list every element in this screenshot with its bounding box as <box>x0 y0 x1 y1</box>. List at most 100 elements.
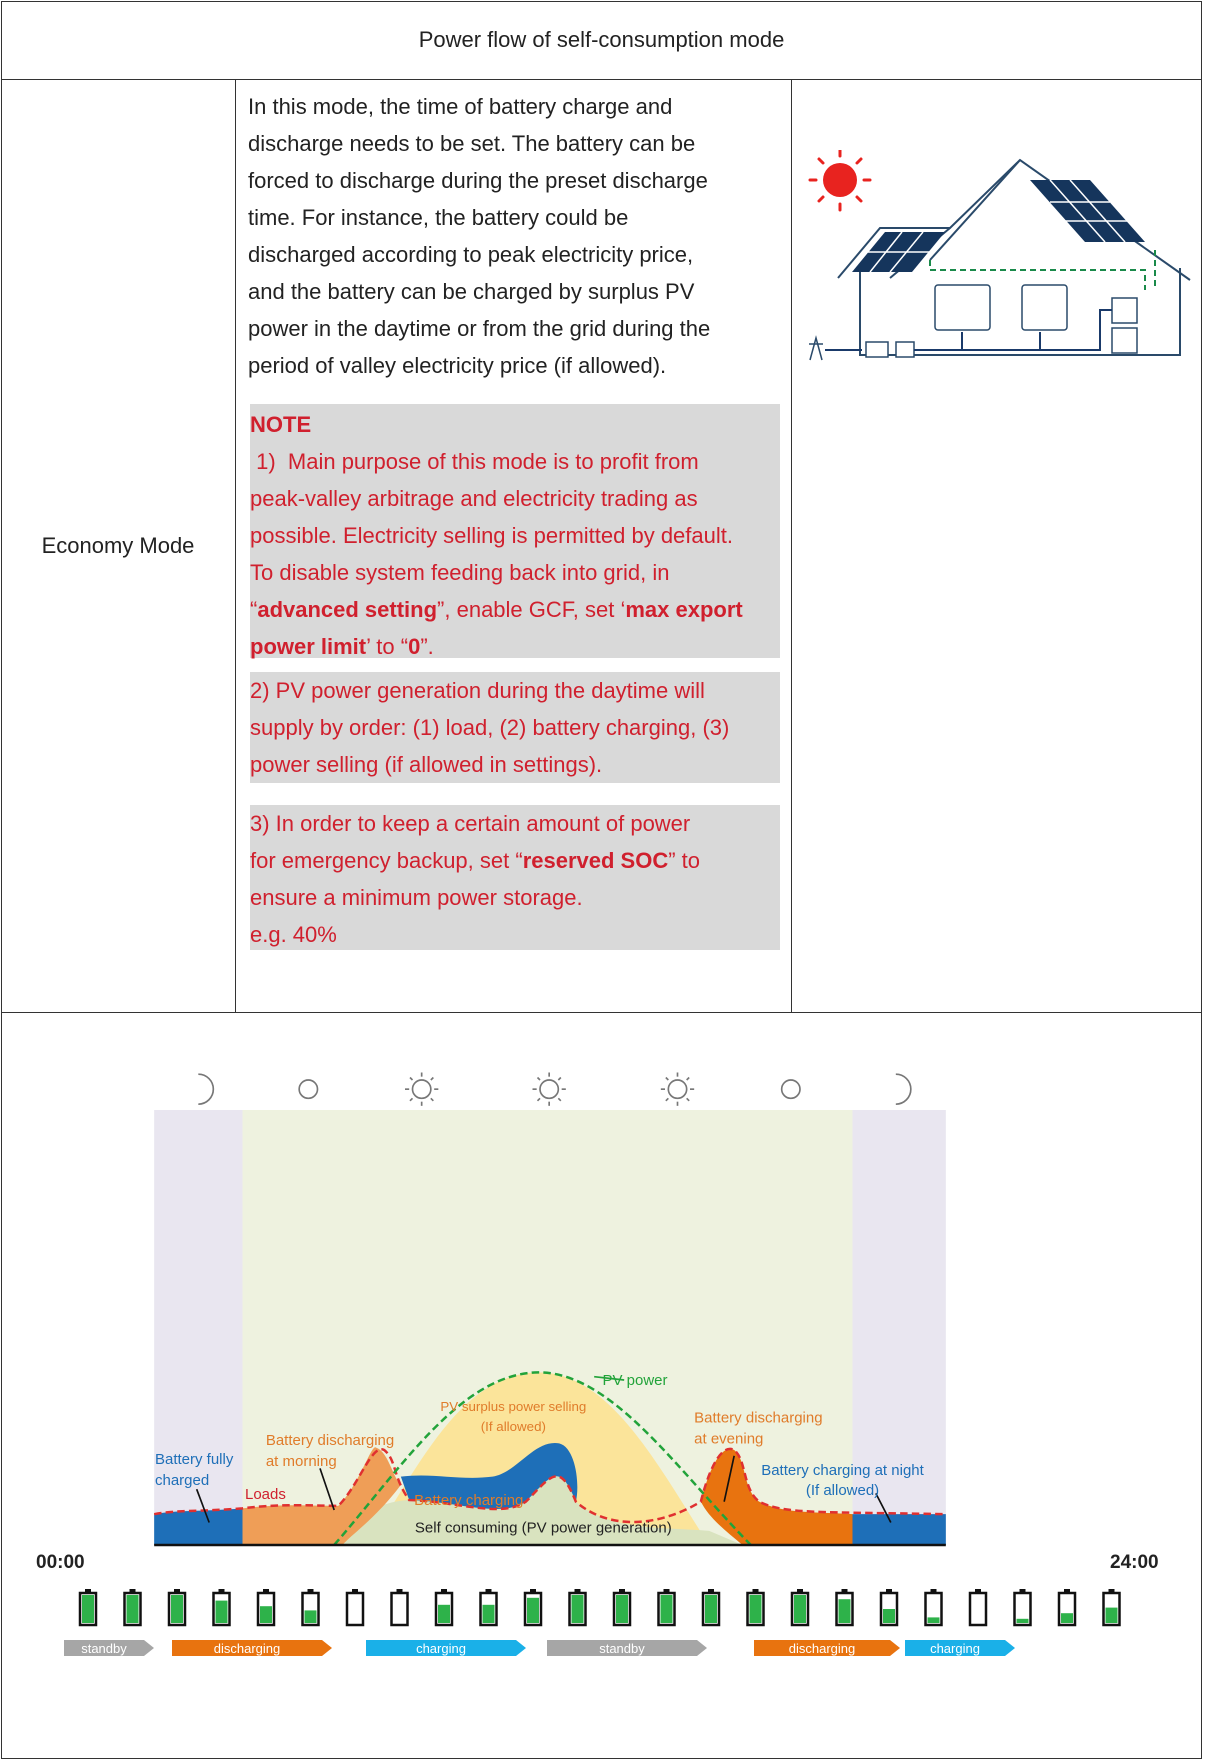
note-item-2: 2) PV power generation during the daytim… <box>250 672 780 783</box>
note-line: peak-valley arbitrage and electricity tr… <box>250 486 698 511</box>
battery-level-icon <box>345 1589 365 1627</box>
sun-icon <box>660 1072 695 1106</box>
battery-level-icon <box>746 1589 765 1627</box>
status-band-label: discharging <box>789 1641 856 1656</box>
battery-status-strip: standby discharging charging standby dischar… <box>64 1589 1121 1656</box>
status-band-label: standby <box>599 1641 645 1656</box>
load-panel <box>934 284 991 331</box>
pointer-line <box>195 1488 210 1523</box>
setting-name: advanced setting <box>257 597 438 622</box>
self-consuming-label: Self consuming (PV power generation) <box>415 1520 672 1537</box>
battery-level-icon <box>479 1589 498 1627</box>
setting-value: 0 <box>408 634 421 659</box>
mode-label: Economy Mode <box>41 532 195 558</box>
battery-level-icon <box>256 1589 276 1627</box>
batt-dis-evening-label: Battery discharging <box>694 1410 822 1427</box>
battery-level-icon <box>78 1589 98 1627</box>
time-end-label: 24:00 <box>1110 1552 1159 1573</box>
battery-level-icon <box>612 1589 632 1627</box>
pointer-line <box>319 1468 335 1511</box>
pointer-line <box>875 1492 892 1523</box>
moon-icon <box>198 1073 215 1105</box>
note-heading: NOTE <box>250 412 312 437</box>
battery-night-charge-area <box>852 1514 946 1545</box>
grid-tower-icon <box>809 335 823 361</box>
note-line: 1) Main purpose of this mode is to profi… <box>250 449 699 474</box>
desc-line: discharge needs to be set. The battery c… <box>248 131 696 156</box>
status-band-label: standby <box>81 1641 127 1656</box>
note-line: 2) PV power generation during the daytim… <box>250 678 705 703</box>
note-line: ensure a minimum power storage. <box>250 885 583 910</box>
status-band-charging: charging <box>905 1640 1015 1656</box>
battery-level-icon <box>123 1589 142 1627</box>
row-divider <box>1 1012 1202 1013</box>
note-text: ’ to “ <box>366 634 409 659</box>
battery-level-icon <box>212 1589 231 1627</box>
note-line: 3) In order to keep a certain amount of … <box>250 811 691 836</box>
pointer-line <box>723 1455 735 1502</box>
batt-dis-morning-label: Battery discharging <box>266 1432 394 1449</box>
setting-name: reserved SOC <box>522 848 669 873</box>
solar-panel-icon <box>852 231 945 273</box>
cloud-icon <box>298 1079 319 1100</box>
batt-night-label: Battery charging at night <box>761 1462 924 1479</box>
night-background <box>852 1110 946 1545</box>
house-diagram <box>808 150 1191 361</box>
pv-surplus-note: (If allowed) <box>481 1419 546 1434</box>
note-line: possible. Electricity selling is permitt… <box>250 523 733 548</box>
sun-icon <box>532 1072 566 1106</box>
loads-line <box>153 1447 946 1524</box>
status-band-label: charging <box>930 1641 980 1656</box>
sun-icon <box>405 1072 439 1106</box>
quote-mark: “ <box>250 597 258 622</box>
table-title: Power flow of self-consumption mode <box>418 27 785 52</box>
status-band-discharging: discharging <box>754 1640 900 1656</box>
battery-level-icon <box>968 1589 988 1627</box>
grid-flow-line <box>825 309 1112 351</box>
setting-name: power limit <box>250 634 367 659</box>
batt-full-label: charged <box>155 1472 209 1489</box>
status-band-standby: standby <box>64 1640 154 1656</box>
pv-flow-line <box>929 250 1156 290</box>
batt-dis-evening-label: at evening <box>694 1430 763 1447</box>
note-item-1: NOTE 1) Main purpose of this mode is to … <box>250 404 780 659</box>
note-text: ” to <box>668 848 701 873</box>
note-text: ”, enable GCF, set ‘ <box>437 597 626 622</box>
note-line: power selling (if allowed in settings). <box>250 752 603 777</box>
battery-icon <box>1111 327 1138 354</box>
battery-level-icon <box>1102 1589 1121 1627</box>
desc-line: In this mode, the time of battery charge… <box>248 94 673 119</box>
battery-level-icon <box>1013 1589 1032 1627</box>
self-consuming-area <box>334 1476 743 1545</box>
desc-line: period of valley electricity price (if a… <box>248 353 667 378</box>
note-line: e.g. 40% <box>250 922 337 947</box>
note-line: “advanced setting”, enable GCF, set ‘max… <box>250 591 780 628</box>
sun-icon <box>808 150 872 212</box>
desc-line: forced to discharge during the preset di… <box>248 168 708 193</box>
load-panel <box>1021 284 1068 331</box>
meter-icon <box>895 341 915 358</box>
solar-panel-icon <box>1030 179 1145 243</box>
note-line: To disable system feeding back into grid… <box>250 560 670 585</box>
battery-level-icon <box>568 1589 587 1627</box>
status-band-discharging: discharging <box>172 1640 332 1656</box>
battery-level-icon <box>924 1589 943 1627</box>
battery-level-icon <box>879 1589 899 1627</box>
batt-charging-label: Battery charging <box>414 1492 523 1509</box>
setting-name: max export <box>625 597 743 622</box>
meter-icon <box>865 341 889 358</box>
battery-level-icon <box>301 1589 320 1627</box>
pv-surplus-label: PV surplus power selling <box>440 1399 586 1414</box>
note-text: for emergency backup, set “ <box>250 848 523 873</box>
mode-description: In this mode, the time of battery charge… <box>248 88 778 384</box>
battery-level-icon <box>523 1589 543 1627</box>
cloud-icon <box>780 1079 801 1100</box>
note-line: power limit’ to “0”. <box>250 628 780 665</box>
desc-line: time. For instance, the battery could be <box>248 205 629 230</box>
battery-level-icon <box>390 1589 409 1627</box>
batt-night-label: (If allowed) <box>806 1482 879 1499</box>
column-divider <box>791 79 792 1012</box>
row-divider <box>1 79 1202 80</box>
inverter-icon <box>1111 297 1138 324</box>
